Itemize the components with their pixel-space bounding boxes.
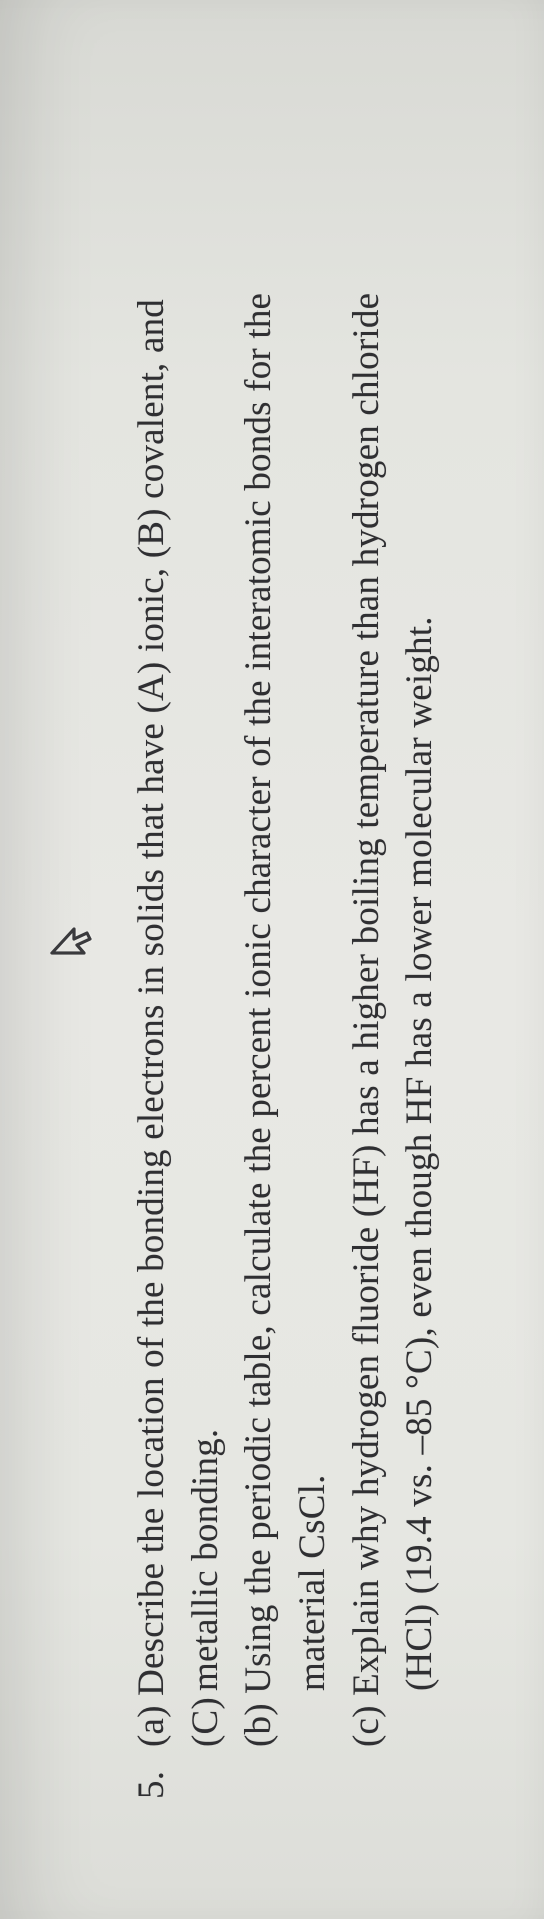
part-c-line2: (HCl) (19.4 vs. –85 °C), even though HF … bbox=[393, 60, 447, 1747]
part-a-cont-label: (C) bbox=[179, 1691, 233, 1747]
cursor-icon bbox=[50, 919, 102, 959]
question-number: 5. bbox=[125, 1747, 447, 1799]
part-b-text: Using the periodic table, calculate the … bbox=[238, 293, 279, 1694]
part-b-cont-text: material CsCl. bbox=[292, 1474, 333, 1691]
part-a-cont-text: metallic bonding. bbox=[185, 1429, 226, 1691]
part-a-line2: (C)metallic bonding. bbox=[179, 60, 233, 1747]
question-block: 5. (a) Describe the location of the bond… bbox=[125, 60, 447, 1799]
part-a-text: Describe the location of the bonding ele… bbox=[131, 299, 172, 1696]
part-b-line1: (b) Using the periodic table, calculate … bbox=[232, 60, 286, 1747]
part-c-text: Explain why hydrogen fluoride (HF) has a… bbox=[346, 293, 387, 1696]
part-c-line1: (c) Explain why hydrogen fluoride (HF) h… bbox=[340, 60, 394, 1747]
part-b-line2: material CsCl. bbox=[286, 60, 340, 1747]
question-number-text: 5. bbox=[131, 1771, 172, 1799]
part-c-cont-text: (HCl) (19.4 vs. –85 °C), even though HF … bbox=[399, 616, 440, 1691]
part-a-label: (a) bbox=[131, 1705, 172, 1747]
part-c-label: (c) bbox=[346, 1705, 387, 1747]
part-a-line1: (a) Describe the location of the bonding… bbox=[125, 60, 179, 1747]
part-b-label: (b) bbox=[238, 1703, 279, 1747]
page-surface: 5. (a) Describe the location of the bond… bbox=[0, 0, 544, 1919]
